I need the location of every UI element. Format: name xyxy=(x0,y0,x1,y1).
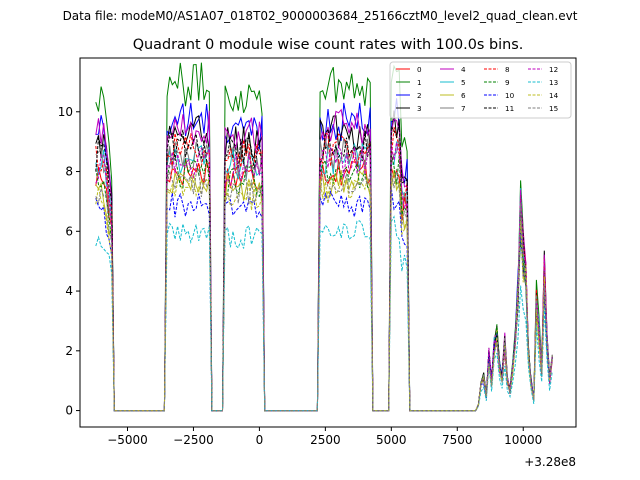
axis-ticks: −5000 −2500 0 2500 5000 7500 10000 0 2 4 6 8 10 xyxy=(58,105,543,447)
series-line-4 xyxy=(95,108,553,412)
x-tick-label: 7500 xyxy=(442,433,473,447)
axes-frame xyxy=(79,57,577,428)
legend-label-4: 4 xyxy=(461,65,466,74)
x-tick-label: 2500 xyxy=(310,433,341,447)
series-lines xyxy=(95,62,553,412)
series-line-13 xyxy=(95,215,553,412)
legend-label-8: 8 xyxy=(505,65,510,74)
x-tick-label: 5000 xyxy=(376,433,407,447)
legend-label-9: 9 xyxy=(505,78,510,87)
legend-label-0: 0 xyxy=(417,65,422,74)
legend-label-7: 7 xyxy=(461,104,466,113)
x-tick-label: 0 xyxy=(256,433,264,447)
y-tick-label: 8 xyxy=(65,165,73,179)
series-line-3 xyxy=(95,110,553,412)
legend-label-12: 12 xyxy=(549,65,558,74)
x-tick-label: −2500 xyxy=(173,433,214,447)
legend-label-11: 11 xyxy=(505,104,514,113)
legend-label-10: 10 xyxy=(505,91,515,100)
legend-label-2: 2 xyxy=(417,91,422,100)
series-line-12 xyxy=(95,142,553,412)
y-tick-label: 6 xyxy=(65,224,73,238)
legend-label-1: 1 xyxy=(417,78,422,87)
chart-suptitle: Data file: modeM0/AS1A07_018T02_90000036… xyxy=(63,9,578,23)
x-tick-label: −5000 xyxy=(107,433,148,447)
legend-label-15: 15 xyxy=(549,104,558,113)
y-tick-label: 10 xyxy=(58,105,73,119)
y-tick-label: 0 xyxy=(65,404,73,418)
legend-label-3: 3 xyxy=(417,104,422,113)
x-tick-label: 10000 xyxy=(504,433,542,447)
legend-label-13: 13 xyxy=(549,78,558,87)
y-tick-label: 4 xyxy=(65,284,73,298)
legend-label-6: 6 xyxy=(461,91,466,100)
x-offset-label: +3.28e8 xyxy=(524,455,576,469)
legend-frame xyxy=(389,61,572,119)
y-tick-label: 2 xyxy=(65,344,73,358)
chart-title: Quadrant 0 module wise count rates with … xyxy=(133,37,524,53)
legend-label-5: 5 xyxy=(461,78,466,87)
legend-label-14: 14 xyxy=(549,91,559,100)
series-line-15 xyxy=(95,166,553,412)
